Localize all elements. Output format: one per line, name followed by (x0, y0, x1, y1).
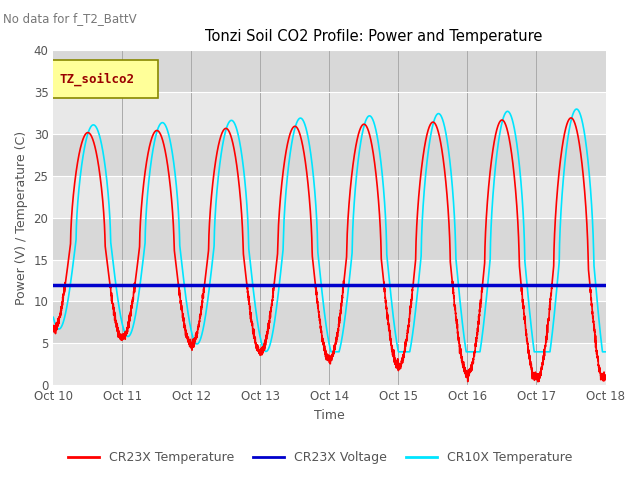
Title: Tonzi Soil CO2 Profile: Power and Temperature: Tonzi Soil CO2 Profile: Power and Temper… (205, 29, 542, 44)
Bar (53, 260, 605, 301)
Y-axis label: Power (V) / Temperature (C): Power (V) / Temperature (C) (15, 131, 28, 305)
Bar (53, 343, 605, 385)
Legend: CR23X Temperature, CR23X Voltage, CR10X Temperature: CR23X Temperature, CR23X Voltage, CR10X … (63, 446, 577, 469)
Bar (53, 133, 605, 176)
Text: TZ_soilco2: TZ_soilco2 (60, 72, 135, 86)
FancyBboxPatch shape (51, 60, 158, 98)
Text: No data for f_T2_BattV: No data for f_T2_BattV (3, 12, 137, 25)
Bar (53, 301, 605, 343)
Bar (53, 176, 605, 217)
Bar (53, 92, 605, 133)
Bar (53, 50, 605, 92)
Bar (53, 217, 605, 260)
X-axis label: Time: Time (314, 409, 345, 422)
